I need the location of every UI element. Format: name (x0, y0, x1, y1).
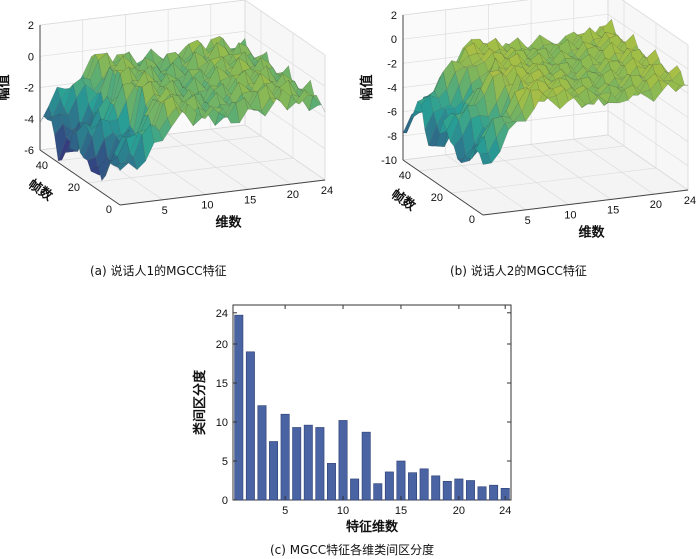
bar-16 (408, 472, 418, 501)
z-tick-label-0: 0 (391, 34, 397, 46)
x-axis-line (482, 189, 689, 216)
caption-a: (a) 说话人1的MGCC特征 (90, 264, 227, 278)
x-axis-label: 特征维数 (346, 519, 399, 534)
x-tick-label-5: 5 (162, 205, 168, 217)
x-tick-label-10: 10 (337, 505, 349, 517)
bar-15 (396, 460, 406, 501)
bar-11 (350, 478, 360, 501)
surface-plot-speaker2: 2 0 -2 -4 -6 -8 -10 5 10 15 20 24 40 20 0 幅值 维数 帧数 (350, 0, 700, 255)
z-axis-label: 幅值 (0, 74, 11, 100)
z-grid-2 (402, 0, 689, 46)
y-tick-label-15: 15 (216, 378, 228, 390)
z-tick-label--4: -4 (24, 114, 34, 126)
z-tick-label--6: -6 (24, 145, 34, 157)
x-tick-label-5: 5 (282, 505, 288, 517)
y-axis-line (39, 149, 121, 206)
x-tick-label-15: 15 (607, 204, 619, 216)
bar-23 (489, 484, 499, 501)
bar-10 (338, 420, 348, 501)
z-tick-label-0: 0 (28, 51, 34, 63)
bar-5 (280, 413, 290, 501)
z-tick-label-2: 2 (391, 10, 397, 22)
x-axis-label: 维数 (578, 225, 605, 240)
bar-3 (257, 405, 267, 501)
x-tick-label-20: 20 (650, 199, 662, 211)
x-tick-label-10: 10 (201, 200, 213, 212)
bar-13 (373, 483, 383, 501)
y-grid-20 (87, 33, 294, 184)
bar-chart-svg: 0 5 10 15 20 24 5 10 15 20 24 特征维数 类间区分度 (192, 304, 512, 534)
bar-19 (442, 480, 452, 501)
caption-c: (c) MGCC特征各维类间区分度 (270, 543, 435, 557)
surface-mesh (402, 19, 689, 165)
bar-7 (303, 424, 313, 501)
surface-mesh (39, 36, 326, 182)
y-tick-label-0: 0 (106, 204, 112, 216)
z-tick-label--2: -2 (24, 83, 34, 95)
plot-area (232, 304, 512, 501)
bar-17 (419, 468, 429, 501)
x-grid-5 (445, 9, 526, 211)
surface-patch (312, 95, 326, 112)
bar-9 (326, 463, 336, 501)
bar-4 (269, 441, 279, 501)
y-tick-label-40: 40 (399, 170, 411, 182)
bar-12 (361, 431, 371, 501)
z-grid-2 (39, 0, 326, 56)
z-axis-label: 幅值 (359, 74, 374, 100)
z-tick-label-2: 2 (28, 20, 34, 32)
z-tick-label--6: -6 (387, 107, 397, 119)
bar-22 (477, 486, 487, 501)
bar-2 (245, 351, 255, 501)
x-axis-label: 维数 (215, 215, 242, 230)
x-tick-label-5: 5 (525, 215, 531, 227)
bar-1 (234, 314, 244, 501)
surface-patch (675, 84, 689, 92)
y-tick-label-24: 24 (216, 308, 228, 320)
x-tick-label-15: 15 (244, 194, 256, 206)
y-tick-label-20: 20 (431, 192, 443, 204)
x-tick-label-24: 24 (499, 505, 511, 517)
bar-18 (431, 475, 441, 501)
y-tick-label-40: 40 (36, 160, 48, 172)
y-axis-label: 帧数 (389, 186, 420, 214)
bar-21 (465, 480, 475, 501)
y-tick-label-10: 10 (216, 417, 228, 429)
y-axis-label: 类间区分度 (192, 369, 207, 435)
x-tick-label-10: 10 (564, 210, 576, 222)
x-tick-label-15: 15 (395, 505, 407, 517)
bar-14 (384, 471, 394, 501)
bar-chart-discrimination: 0 5 10 15 20 24 5 10 15 20 24 特征维数 类间区分度 (180, 290, 520, 540)
z-tick-label--8: -8 (387, 131, 397, 143)
y-tick-label-20: 20 (68, 182, 80, 194)
y-axis-line (402, 159, 484, 216)
y-tick-label-20: 20 (216, 339, 228, 351)
caption-b: (b) 说话人2的MGCC特征 (450, 264, 587, 278)
x-axis-line (119, 179, 326, 206)
x-tick-label-24: 24 (321, 185, 333, 197)
y-tick-label-0: 0 (469, 214, 475, 226)
bar-8 (315, 427, 325, 501)
x-tick-label-24: 24 (684, 195, 696, 207)
y-tick-label-5: 5 (222, 456, 228, 468)
z-tick-label--10: -10 (381, 155, 397, 167)
x-grid-15 (167, 9, 249, 190)
z-tick-label--4: -4 (387, 83, 397, 95)
surface-plot-speaker1: 2 0 -2 -4 -6 5 10 15 20 24 40 20 0 幅值 维数 帧数 (0, 0, 350, 255)
x-tick-label-20: 20 (287, 189, 299, 201)
x-tick-label-20: 20 (453, 505, 465, 517)
bar-6 (292, 427, 302, 501)
y-axis-label: 帧数 (26, 176, 57, 204)
z-tick-label--2: -2 (387, 58, 397, 70)
y-tick-label-0: 0 (222, 495, 228, 507)
